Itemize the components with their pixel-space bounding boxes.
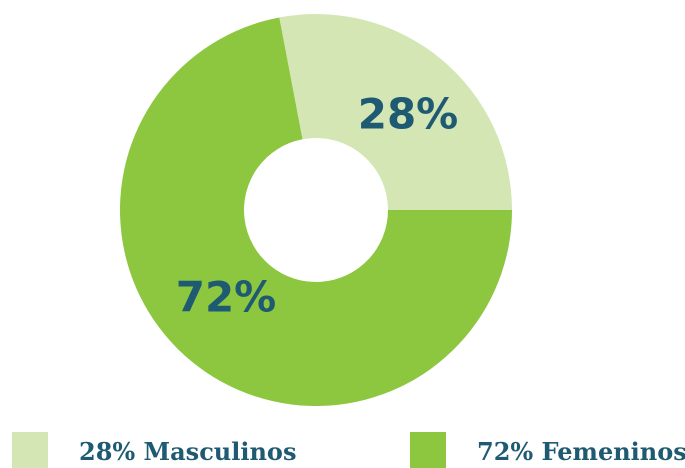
legend-label: 28% Masculinos — [79, 437, 296, 466]
slice-label: 28% — [358, 90, 459, 139]
legend-swatch — [12, 432, 48, 468]
donut-slice — [279, 13, 512, 210]
donut-slice — [119, 17, 512, 406]
legend-swatch — [410, 432, 446, 468]
slice-label: 72% — [176, 273, 277, 322]
legend-label: 72% Femeninos — [477, 437, 685, 466]
